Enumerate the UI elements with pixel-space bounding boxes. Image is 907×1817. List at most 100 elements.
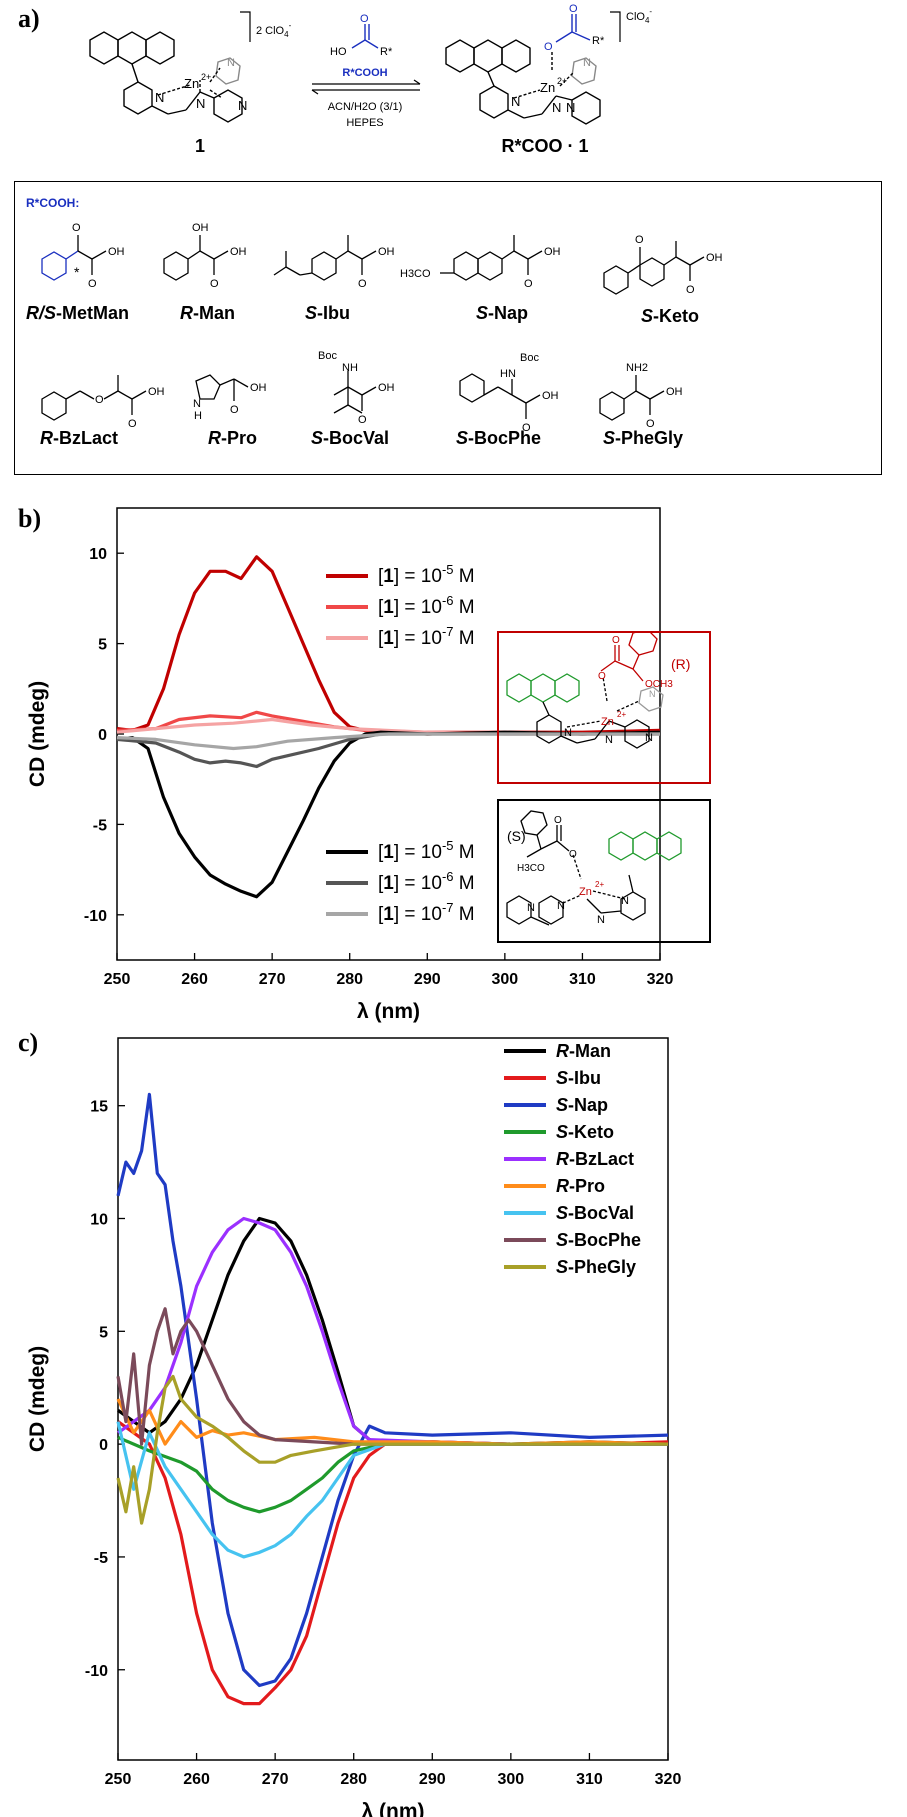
- bocval-boc: Boc: [318, 350, 337, 362]
- nap-h3co: H3CO: [400, 268, 431, 280]
- reagent-formula: R*COOH: [342, 67, 387, 79]
- cd-chart-b: 250 260 270 280 290 300 310 320 -10 -5 0 5 10 λ (nm) C…: [26, 507, 674, 1023]
- series-line-s-keto: [117, 1435, 668, 1514]
- x-tick-label: 300: [498, 1771, 525, 1788]
- n-atom-3: N: [227, 57, 235, 69]
- x-tick-label: 320: [647, 971, 674, 988]
- inset-s-zn: Zn: [579, 886, 592, 898]
- x-axis-label: λ (nm): [357, 1000, 420, 1023]
- cd-chart-c: 250 260 270 280 290 300 310 320 -10 -5 0 5 10 15 λ (nm…: [26, 1037, 682, 1817]
- acids-box-title: R*COOH:: [26, 196, 79, 210]
- y-tick-label: 0: [99, 1437, 108, 1454]
- inset-r-o1: O: [598, 671, 606, 682]
- x-tick-label: 310: [569, 971, 596, 988]
- phegly-nh2: NH2: [626, 362, 648, 374]
- acid-label-keto: S-Keto: [641, 306, 700, 326]
- y-tick-label: -10: [85, 1663, 108, 1680]
- y-tick-label: 10: [90, 1212, 108, 1229]
- zn-charge-2: 2+: [557, 76, 567, 86]
- acid-label-pro: R-Pro: [208, 428, 257, 448]
- carbonyl-oxygen: O: [569, 3, 578, 15]
- legend-label: [1] = 10-5 M: [378, 838, 475, 863]
- series-line-s-1-10-7-m: [116, 732, 660, 751]
- inset-r-n4: N: [645, 732, 653, 744]
- inset-r-structure: O O OCH3 (R) Zn 2+ N N N N: [506, 631, 690, 749]
- pro-h: H: [194, 410, 202, 422]
- man-oh2: OH: [230, 246, 247, 258]
- x-axis-label: λ (nm): [362, 1800, 425, 1817]
- panel-label-b: b): [18, 504, 42, 533]
- pro-n: N: [193, 398, 201, 410]
- inset-s-label: (S): [507, 828, 526, 844]
- legend-label: S-PheGly: [556, 1257, 636, 1277]
- bocphe-o: O: [522, 422, 531, 434]
- n-atom-2: N: [196, 96, 205, 111]
- complex-1-structure: [89, 31, 243, 123]
- zn-charge-1: 2+: [201, 72, 211, 82]
- inset-r-o2: O: [612, 635, 620, 646]
- reagent-r: R*: [380, 46, 393, 58]
- complex1-counterion: 2 ClO4-: [256, 21, 292, 39]
- acids-box: [14, 181, 882, 475]
- metman-o2: O: [88, 278, 97, 290]
- plot-frame: [117, 1037, 669, 1761]
- inset-r-zn: Zn: [601, 716, 614, 728]
- y-tick-label: 0: [98, 727, 107, 744]
- complex1-label: 1: [195, 136, 205, 156]
- bzlact-oh: OH: [148, 386, 165, 398]
- series-line-r-bzlact: [117, 1216, 668, 1446]
- x-tick-label: 290: [414, 971, 441, 988]
- legend-label: [1] = 10-7 M: [378, 900, 475, 925]
- series-line-s-nap: [116, 1092, 669, 1688]
- bocval-nh: NH: [342, 362, 358, 374]
- n-atom-8: N: [566, 100, 575, 115]
- bocphe-boc: Boc: [520, 352, 539, 364]
- carboxylate-oxygen: O: [544, 41, 553, 53]
- series-line-r-man: [117, 1216, 669, 1446]
- conditions-buffer: HEPES: [346, 117, 383, 129]
- reaction-scheme: Zn 2+ N N N N 2 ClO4- 1 O HO R* R*COOH A…: [89, 3, 652, 156]
- x-tick-label: 320: [655, 1771, 682, 1788]
- reagent-oxygen: O: [360, 13, 369, 25]
- y-tick-label: -10: [84, 908, 107, 925]
- n-atom-1: N: [155, 90, 164, 105]
- legend-label: [1] = 10-6 M: [378, 869, 475, 894]
- y-tick-label: 5: [99, 1324, 108, 1341]
- metman-star: *: [74, 264, 80, 280]
- acid-label-phegly: S-PheGly: [603, 428, 684, 448]
- series-line-s-bocval: [116, 1421, 668, 1559]
- nap-o: O: [524, 278, 533, 290]
- acid-label-nap: S-Nap: [476, 303, 529, 323]
- legend-label: [1] = 10-6 M: [378, 593, 475, 618]
- x-tick-label: 260: [181, 971, 208, 988]
- inset-s-n2: N: [597, 914, 605, 926]
- x-tick-label: 300: [492, 971, 519, 988]
- x-tick-label: 310: [576, 1771, 603, 1788]
- acid-label-bocval: S-BocVal: [311, 428, 390, 448]
- bocphe-oh: OH: [542, 390, 559, 402]
- acid-label-bzlact: R-BzLact: [40, 428, 119, 448]
- legend-label: R-Pro: [556, 1176, 605, 1196]
- acid-label-ibu: S-Ibu: [305, 303, 351, 323]
- x-tick-label: 250: [104, 971, 131, 988]
- y-tick-label: 15: [90, 1099, 108, 1116]
- legend-label: S-BocVal: [556, 1203, 634, 1223]
- ibu-oh: OH: [378, 246, 395, 258]
- phegly-oh: OH: [666, 386, 683, 398]
- inset-s-structure: (S) H3CO O O Zn 2+ N N N N: [506, 810, 682, 926]
- man-o: O: [210, 278, 219, 290]
- legend-label: R-Man: [556, 1041, 611, 1061]
- series-line-s-bocphe: [116, 1307, 668, 1446]
- inset-s-n1: N: [621, 895, 629, 907]
- legend-label: [1] = 10-7 M: [378, 624, 475, 649]
- nap-oh: OH: [544, 246, 561, 258]
- ibu-o: O: [358, 278, 367, 290]
- keto-o2: O: [686, 284, 695, 296]
- keto-oh: OH: [706, 252, 723, 264]
- legend-label: R-BzLact: [556, 1149, 634, 1169]
- y-tick-label: 5: [98, 637, 107, 654]
- x-tick-label: 280: [340, 1771, 367, 1788]
- x-tick-label: 270: [262, 1771, 289, 1788]
- inset-s-zn-charge: 2+: [595, 880, 604, 889]
- n-atom-4: N: [238, 98, 247, 113]
